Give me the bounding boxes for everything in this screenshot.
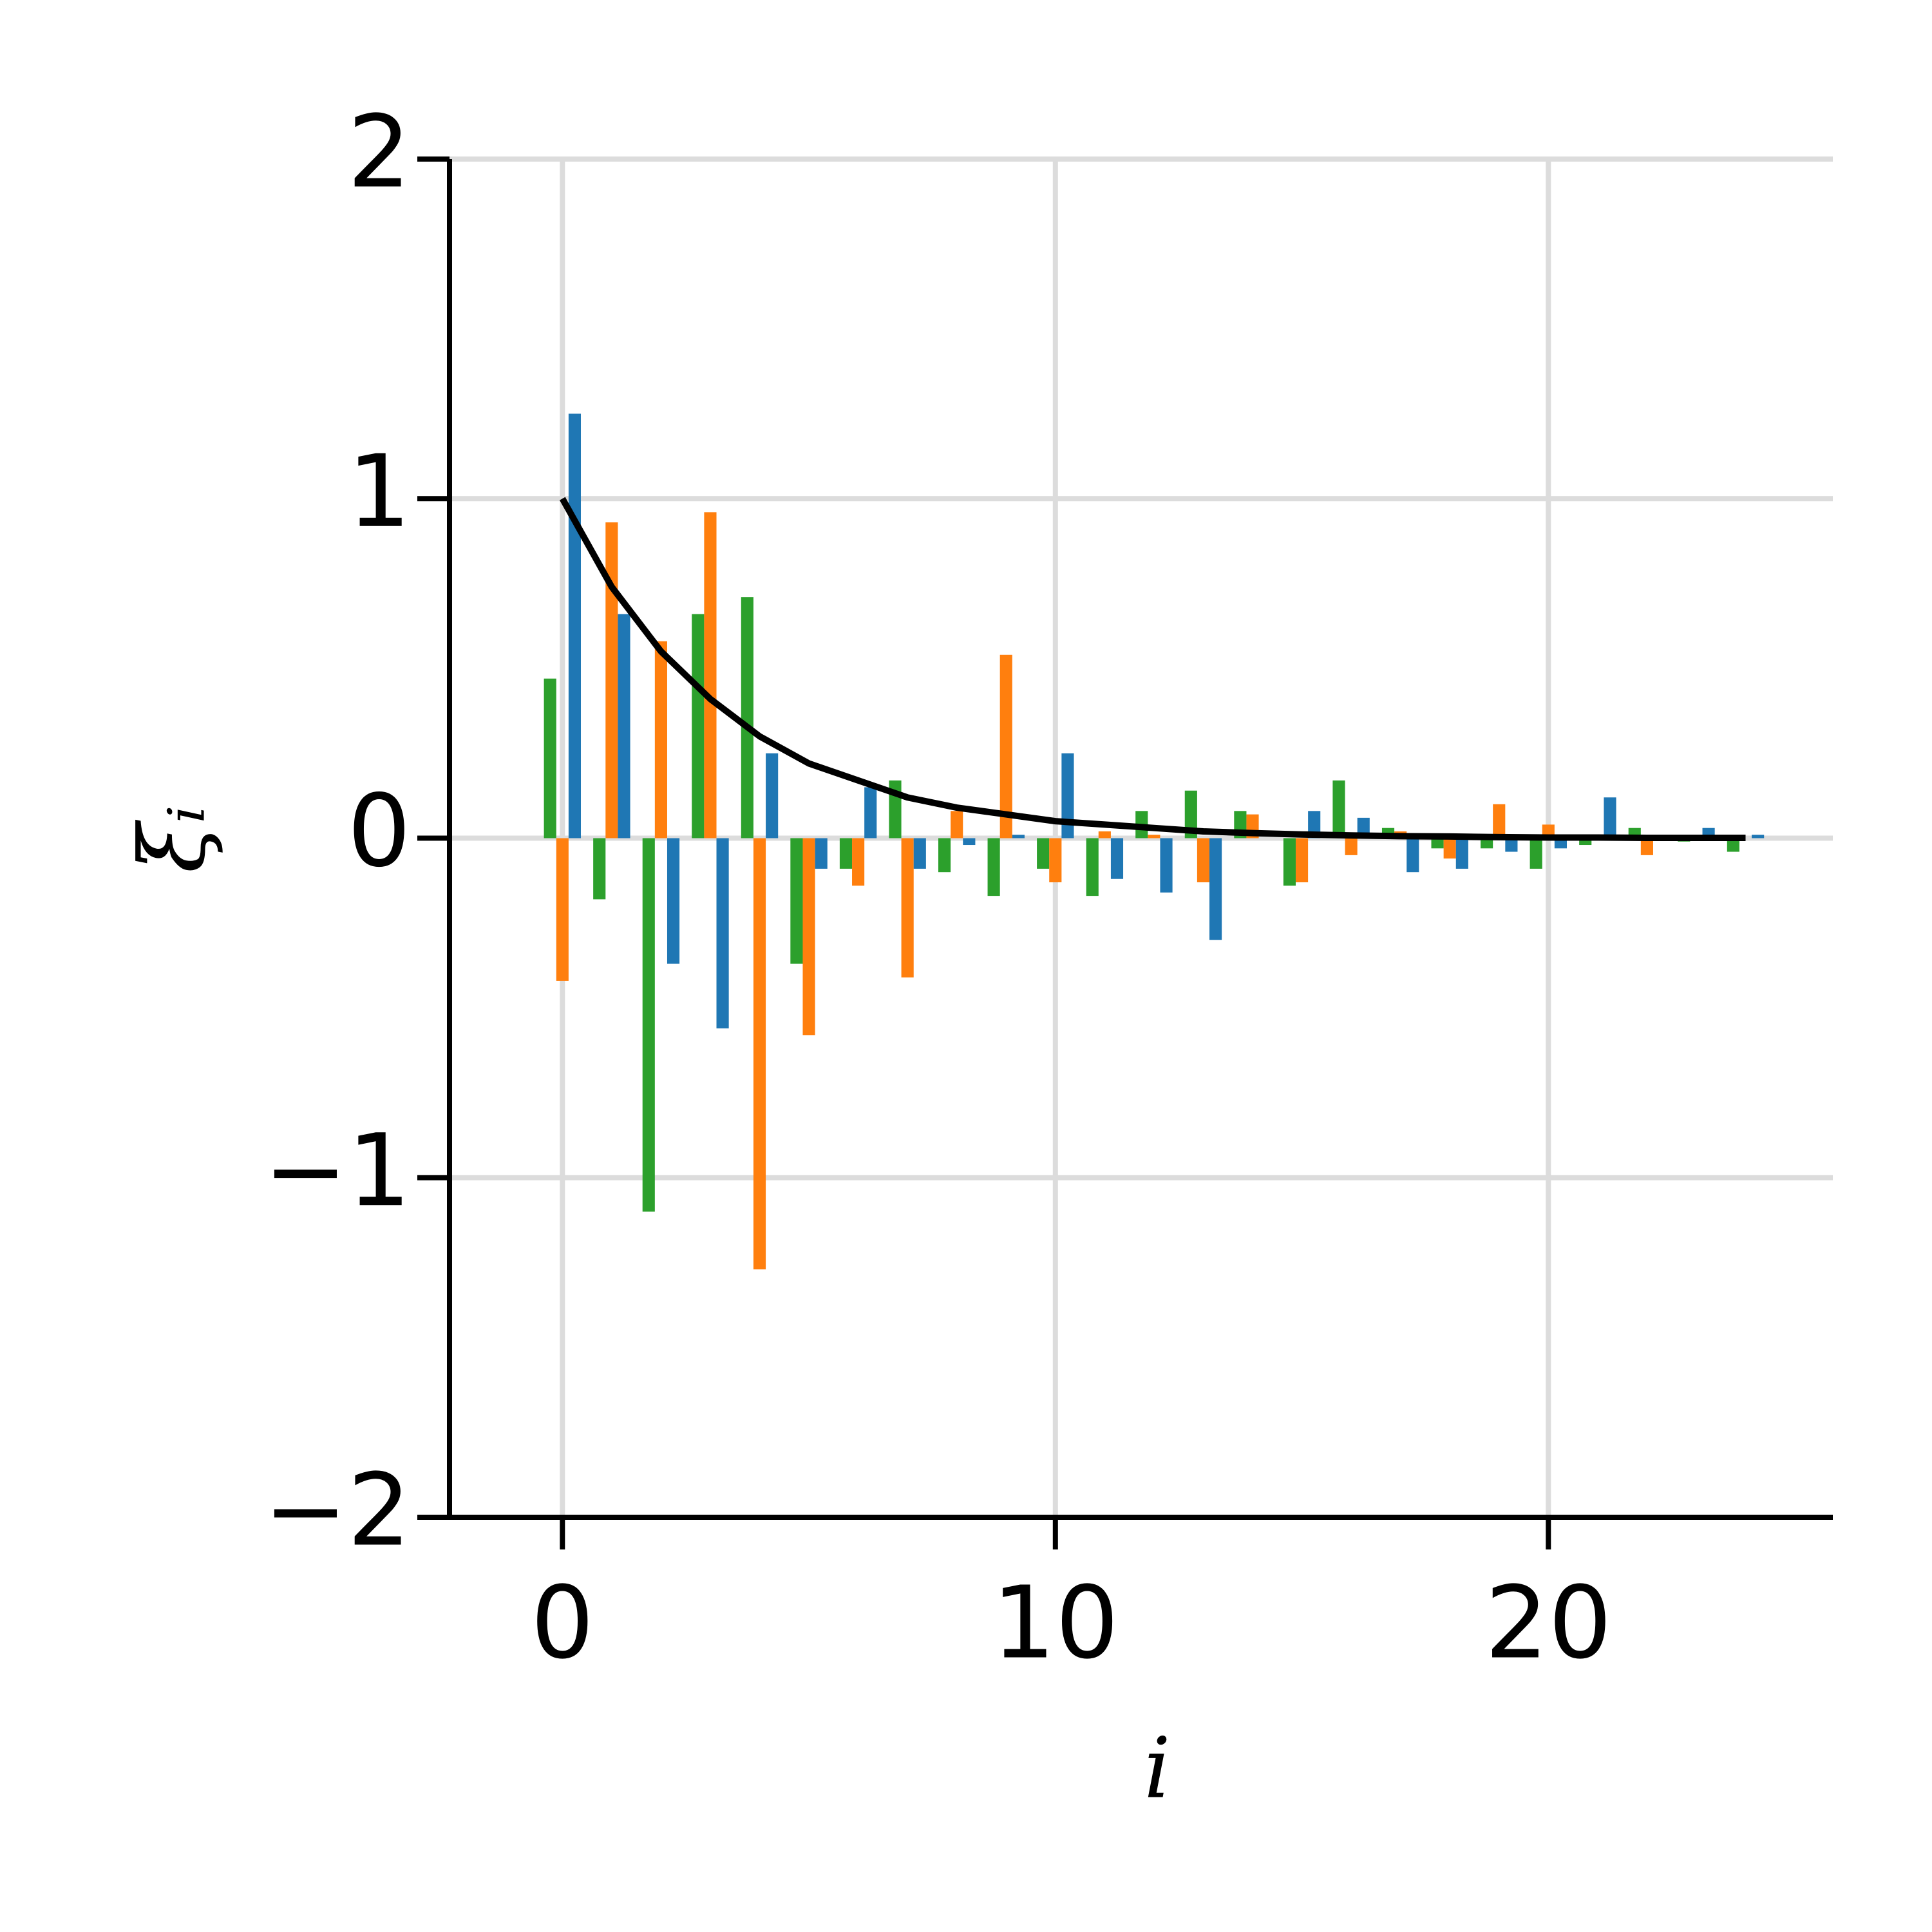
bar [864, 787, 877, 838]
bar [544, 678, 556, 838]
bar [642, 838, 655, 1212]
bar [1493, 804, 1506, 838]
marks [544, 413, 1765, 1270]
bar [901, 838, 914, 978]
bar [1197, 838, 1210, 883]
bar [1431, 838, 1444, 849]
bar [1406, 838, 1419, 873]
bar [1727, 838, 1739, 852]
bar [1295, 838, 1309, 883]
bar [951, 811, 963, 838]
bar [1481, 838, 1493, 849]
bar [938, 838, 951, 873]
y-tick-label: 2 [347, 93, 411, 210]
bar [704, 512, 717, 838]
bar [1184, 790, 1197, 838]
bar [1086, 838, 1099, 896]
bar [1012, 835, 1025, 838]
line [559, 497, 1746, 841]
x-tick-label: 0 [531, 1564, 594, 1681]
bar [913, 838, 926, 869]
bar [1308, 811, 1321, 838]
bar [1110, 838, 1124, 879]
bar [1098, 831, 1111, 838]
bar [741, 597, 753, 838]
bar [716, 838, 729, 1028]
bar [1443, 838, 1456, 859]
bar [692, 614, 705, 838]
bar [1209, 838, 1222, 940]
bar [1554, 838, 1567, 849]
bar [568, 413, 582, 838]
bar [1037, 838, 1050, 869]
bar [987, 838, 1000, 896]
bar [1283, 838, 1296, 886]
bar [1061, 753, 1074, 838]
bar [852, 838, 865, 886]
bar [667, 838, 680, 964]
y-tick-label: 1 [347, 433, 411, 550]
x-tick-label: 20 [1485, 1564, 1612, 1681]
bar [999, 654, 1012, 838]
y-tick-label: 0 [347, 773, 411, 889]
bar [1530, 838, 1542, 869]
bar [1148, 835, 1160, 838]
bar [605, 522, 618, 838]
bar [593, 838, 606, 900]
bar [654, 641, 667, 838]
bar [839, 838, 853, 869]
y-tick-label: −1 [264, 1112, 412, 1229]
bar [556, 838, 569, 981]
bar [1579, 838, 1592, 846]
bar [618, 614, 630, 838]
bar [753, 838, 766, 1270]
bar [1332, 780, 1345, 838]
bar [1752, 835, 1765, 838]
y-axis-label: ξᵢ [121, 805, 226, 873]
bar [815, 838, 828, 869]
bar [1049, 838, 1062, 883]
bar [1505, 838, 1518, 852]
x-axis-label: i [1144, 1719, 1171, 1817]
y-tick-label: −2 [264, 1452, 412, 1568]
bar [1455, 838, 1468, 869]
bar [963, 838, 976, 846]
bar [790, 838, 803, 964]
bar [1604, 797, 1616, 838]
bar [1345, 838, 1358, 855]
bar [766, 753, 779, 838]
bar [802, 838, 815, 1036]
x-tick-label: 10 [992, 1564, 1119, 1681]
bar [1640, 838, 1653, 855]
bar [1160, 838, 1173, 893]
